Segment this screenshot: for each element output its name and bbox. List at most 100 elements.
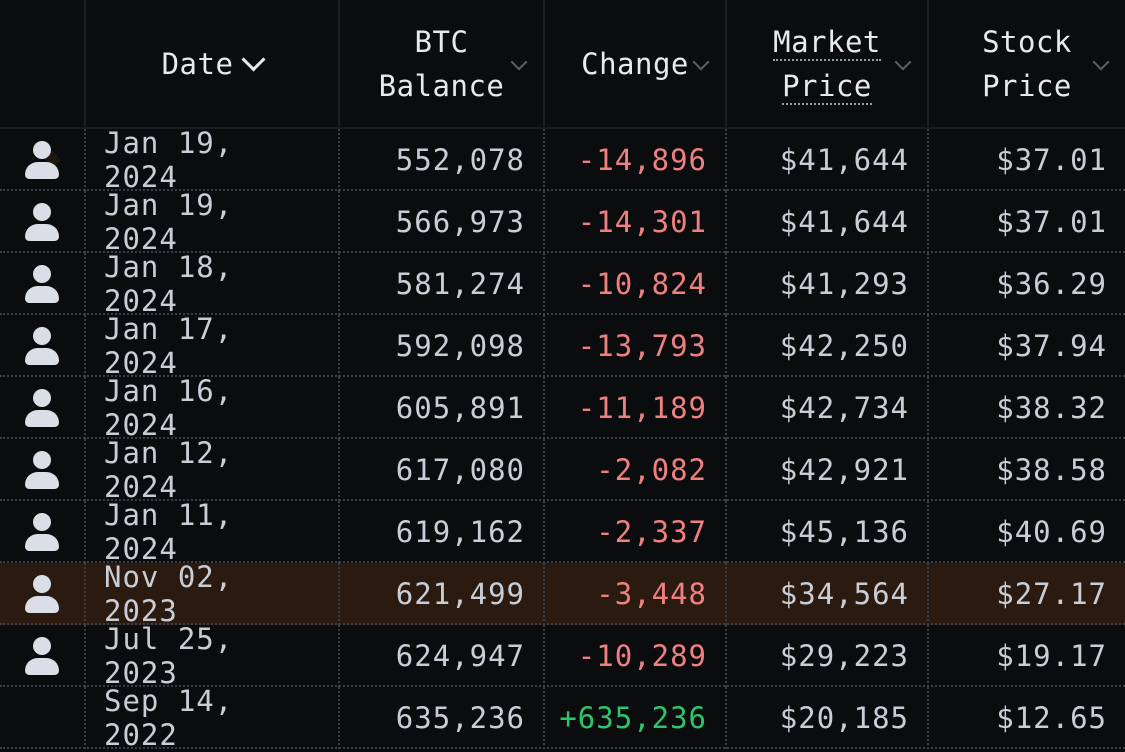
header-change[interactable]: Change	[545, 0, 727, 127]
change-cell: -14,301	[545, 191, 727, 253]
change-cell: -3,448	[545, 563, 727, 625]
person-icon[interactable]	[24, 141, 60, 179]
table-row[interactable]: Jan 17, 2024 592,098 -13,793 $42,250 $37…	[0, 312, 1125, 380]
stock-price-cell: $37.01	[996, 143, 1107, 177]
market-price-cell: $29,223	[727, 625, 929, 687]
row-icon-cell	[0, 501, 86, 563]
btc-balance-cell: 605,891	[340, 377, 545, 439]
change-cell: -10,289	[545, 625, 727, 687]
market-price-cell: $41,644	[727, 191, 929, 253]
chevron-down-icon[interactable]	[510, 53, 528, 71]
stock-price-cell: $38.58	[996, 453, 1107, 487]
btc-balance-cell: 624,947	[340, 625, 545, 687]
market-price-cell: $41,644	[727, 129, 929, 191]
person-icon[interactable]	[24, 265, 60, 303]
btc-balance-cell: 619,162	[340, 501, 545, 563]
table-row[interactable]: Sep 14, 2022 635,236 +635,236 $20,185 $1…	[0, 684, 1125, 752]
row-icon-cell	[0, 253, 86, 315]
stock-price-cell: $36.29	[996, 267, 1107, 301]
market-price-cell: $20,185	[727, 687, 929, 749]
table-body: Jan 19, 2024 552,078 -14,896 $41,644 $37…	[0, 126, 1125, 752]
change-cell: -14,896	[545, 129, 727, 191]
stock-price-cell: $19.17	[996, 639, 1107, 673]
table-row[interactable]: Jul 25, 2023 624,947 -10,289 $29,223 $19…	[0, 622, 1125, 690]
btc-balance-cell: 621,499	[340, 563, 545, 625]
table-header: Date BTC Balance Change Market Price	[0, 0, 1125, 129]
person-icon[interactable]	[24, 327, 60, 365]
date-cell: Jan 19, 2024	[86, 126, 340, 194]
table-row[interactable]: Jan 12, 2024 617,080 -2,082 $42,921 $38.…	[0, 436, 1125, 504]
market-price-cell: $45,136	[727, 501, 929, 563]
table-row[interactable]: Jan 18, 2024 581,274 -10,824 $41,293 $36…	[0, 250, 1125, 318]
market-price-cell: $41,293	[727, 253, 929, 315]
person-icon[interactable]	[24, 513, 60, 551]
change-cell: -10,824	[545, 253, 727, 315]
stock-price-cell: $12.65	[996, 701, 1107, 735]
change-cell: -2,082	[545, 439, 727, 501]
btc-balance-cell: 592,098	[340, 315, 545, 377]
market-price-cell: $42,734	[727, 377, 929, 439]
header-stock-price-line1: Stock	[982, 24, 1072, 59]
header-market-price[interactable]: Market Price	[727, 0, 929, 127]
row-icon-cell	[0, 129, 86, 191]
header-btc-balance[interactable]: BTC Balance	[340, 0, 545, 127]
market-price-cell: $42,921	[727, 439, 929, 501]
row-icon-cell	[0, 191, 86, 253]
stock-price-cell: $37.01	[996, 205, 1107, 239]
market-price-cell: $34,564	[727, 563, 929, 625]
table-row[interactable]: Jan 19, 2024 552,078 -14,896 $41,644 $37…	[0, 126, 1125, 194]
header-btc-balance-line2: Balance	[378, 68, 505, 103]
change-cell: +635,236	[545, 687, 727, 749]
header-date[interactable]: Date	[86, 0, 340, 127]
btc-balance-cell: 617,080	[340, 439, 545, 501]
btc-balance-cell: 552,078	[340, 129, 545, 191]
market-price-cell: $42,250	[727, 315, 929, 377]
row-icon-cell	[0, 687, 86, 749]
header-stock-price[interactable]: Stock Price	[929, 0, 1125, 127]
person-icon[interactable]	[24, 575, 60, 613]
stock-price-cell: $38.32	[996, 391, 1107, 425]
date-cell: Jan 11, 2024	[86, 498, 340, 566]
header-date-label: Date	[161, 46, 234, 81]
person-icon[interactable]	[24, 637, 60, 675]
header-btc-balance-line1: BTC	[414, 24, 469, 59]
btc-balance-cell: 581,274	[340, 253, 545, 315]
row-icon-cell	[0, 625, 86, 687]
date-cell: Jan 16, 2024	[86, 374, 340, 442]
table-row[interactable]: Jan 16, 2024 605,891 -11,189 $42,734 $38…	[0, 374, 1125, 442]
date-cell: Jan 12, 2024	[86, 436, 340, 504]
date-cell: Sep 14, 2022	[86, 684, 340, 752]
stock-price-cell: $40.69	[996, 515, 1107, 549]
change-cell: -11,189	[545, 377, 727, 439]
header-market-price-line1: Market	[773, 24, 881, 61]
person-icon[interactable]	[24, 203, 60, 241]
date-cell: Jan 18, 2024	[86, 250, 340, 318]
table-row[interactable]: Jan 11, 2024 619,162 -2,337 $45,136 $40.…	[0, 498, 1125, 566]
date-cell: Jul 25, 2023	[86, 622, 340, 690]
row-icon-cell	[0, 439, 86, 501]
header-icon-column	[0, 0, 86, 127]
change-cell: -2,337	[545, 501, 727, 563]
table-row[interactable]: Nov 02, 2023 621,499 -3,448 $34,564 $27.…	[0, 560, 1125, 628]
chevron-down-icon[interactable]	[692, 53, 710, 71]
row-icon-cell	[0, 377, 86, 439]
row-icon-cell	[0, 563, 86, 625]
chevron-down-icon[interactable]	[894, 53, 912, 71]
change-cell: -13,793	[545, 315, 727, 377]
chevron-down-icon[interactable]	[1092, 53, 1110, 71]
chevron-down-icon[interactable]	[241, 46, 266, 72]
header-change-label: Change	[581, 46, 689, 81]
date-cell: Jan 17, 2024	[86, 312, 340, 380]
date-cell: Jan 19, 2024	[86, 188, 340, 256]
person-icon[interactable]	[24, 389, 60, 427]
header-market-price-line2: Price	[782, 68, 872, 105]
stock-price-cell: $27.17	[996, 577, 1107, 611]
row-icon-cell	[0, 315, 86, 377]
btc-balance-cell: 566,973	[340, 191, 545, 253]
person-icon[interactable]	[24, 451, 60, 489]
table-row[interactable]: Jan 19, 2024 566,973 -14,301 $41,644 $37…	[0, 188, 1125, 256]
btc-balance-cell: 635,236	[340, 687, 545, 749]
header-stock-price-line2: Price	[982, 68, 1072, 103]
date-cell: Nov 02, 2023	[86, 560, 340, 628]
